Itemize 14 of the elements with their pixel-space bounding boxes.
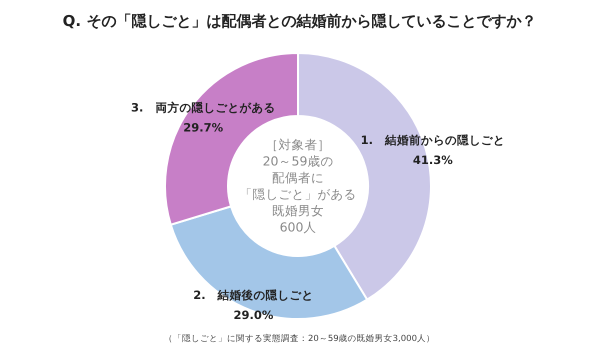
slice-label: 3. 両方の隠しごとがある (131, 100, 276, 115)
text: 600人 (280, 219, 316, 234)
text: 既婚男女 (272, 202, 324, 218)
text: （「隠しごと」に関する実態調査：20～59歳の既婚男女3,000人） (164, 333, 435, 344)
data-label: 41.3% (412, 153, 454, 168)
chart-title: Q. その「隠しごと」は配偶者との結婚前から隠していることですか？ (62, 12, 536, 30)
slice-label: 1. 結婚前からの隠しごと (360, 133, 505, 148)
data-label: 29.7% (183, 120, 224, 135)
text: 配偶者に (272, 170, 324, 185)
text: ［対象者］ (266, 136, 330, 152)
data-label: 29.0% (233, 308, 274, 322)
text: 「隠しごと」がある (240, 186, 356, 202)
slice-label: 2. 結婚後の隠しごと (193, 288, 314, 302)
text: 20～59歳の (262, 153, 334, 168)
